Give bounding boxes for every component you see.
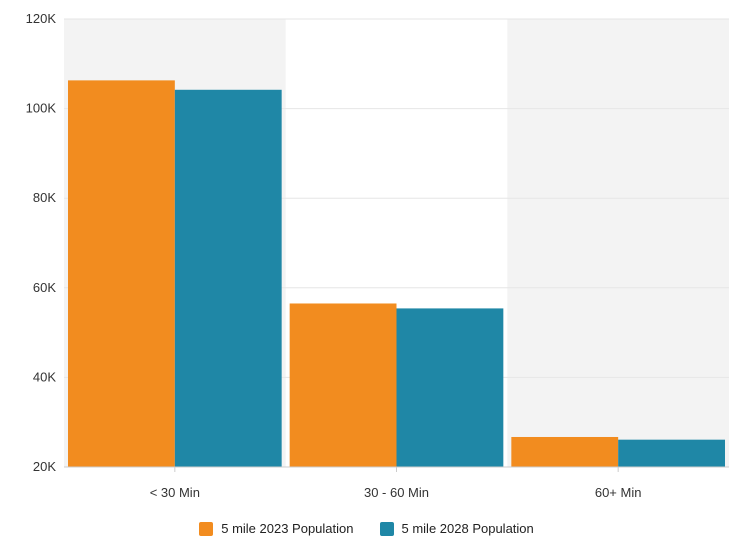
- y-tick-label: 40K: [33, 369, 56, 384]
- legend-item-2028[interactable]: 5 mile 2028 Population: [379, 521, 534, 536]
- x-tick-label: < 30 Min: [150, 485, 200, 500]
- legend-item-2023[interactable]: 5 mile 2023 Population: [199, 521, 354, 536]
- y-tick-label: 20K: [33, 459, 56, 474]
- y-tick-label: 80K: [33, 190, 56, 205]
- bar-2028: [174, 89, 282, 467]
- legend-label-2028: 5 mile 2028 Population: [401, 521, 534, 536]
- y-tick-label: 60K: [33, 280, 56, 295]
- x-tick-label: 30 - 60 Min: [364, 485, 429, 500]
- x-tick-label: 60+ Min: [595, 485, 642, 500]
- y-tick-label: 120K: [26, 11, 57, 26]
- bar-2023: [68, 80, 175, 467]
- y-tick-label: 100K: [26, 101, 57, 116]
- legend-swatch-2028: [379, 521, 394, 536]
- legend-swatch-2023: [199, 521, 214, 536]
- bar-2023: [511, 436, 619, 467]
- plot-area: 20K 40K 60K 80K 100K 120K < 30 Min 30 - 60 Min 6…: [26, 11, 729, 500]
- legend-label-2023: 5 mile 2023 Population: [221, 521, 354, 536]
- bar-2023: [289, 303, 397, 467]
- category-band: [507, 19, 729, 467]
- legend: 5 mile 2023 Population 5 mile 2028 Popul…: [0, 521, 733, 536]
- bar-2028: [618, 439, 725, 467]
- bar-2028: [396, 308, 504, 467]
